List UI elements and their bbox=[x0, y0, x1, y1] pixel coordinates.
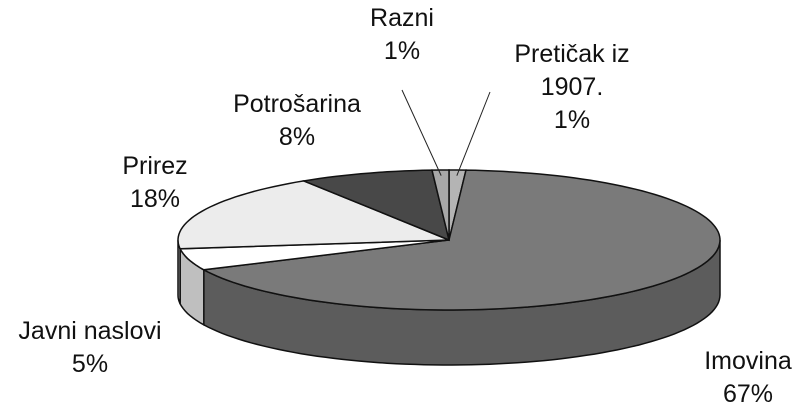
slice-label: Javni naslovi 5% bbox=[10, 315, 170, 381]
slice-label: Razni 1% bbox=[322, 2, 482, 68]
slice-label: Imovina 67% bbox=[668, 345, 808, 411]
category-name: Potrošarina bbox=[233, 90, 361, 118]
slice bbox=[301, 169, 451, 242]
slice bbox=[178, 239, 450, 271]
value-label: 5% bbox=[71, 350, 109, 378]
category-name: Imovina bbox=[704, 347, 792, 375]
category-name: Razni bbox=[370, 4, 434, 32]
value-label: 18% bbox=[129, 185, 181, 213]
value-label: 1% bbox=[553, 106, 591, 134]
slice bbox=[431, 169, 450, 241]
category-name: Javni naslovi bbox=[18, 317, 162, 345]
slice bbox=[177, 180, 450, 250]
value-label: 1% bbox=[383, 37, 421, 65]
category-name: Pretičak iz 1907. bbox=[514, 40, 630, 101]
leader-line bbox=[456, 91, 491, 176]
category-name: Prirez bbox=[122, 152, 188, 180]
value-label: 8% bbox=[278, 123, 316, 151]
slice-label: Potrošarina 8% bbox=[217, 88, 377, 154]
slice-label: Pretičak iz 1907. 1% bbox=[492, 38, 652, 137]
slice-label: Prirez 18% bbox=[75, 150, 235, 216]
value-label: 67% bbox=[722, 380, 774, 408]
slice bbox=[201, 169, 721, 311]
leader-line bbox=[401, 89, 442, 176]
